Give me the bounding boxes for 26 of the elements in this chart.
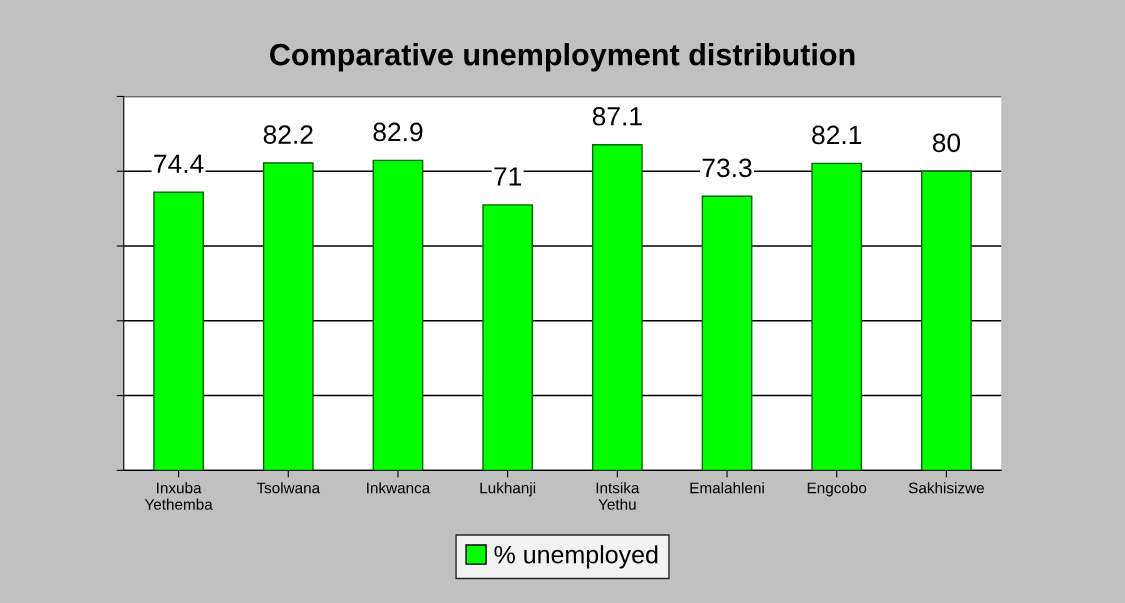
- bar: [701, 195, 753, 471]
- legend-label: % unemployed: [494, 545, 658, 569]
- bar: [482, 204, 534, 471]
- data-label: 74.4: [154, 154, 204, 173]
- data-label: 82.9: [373, 122, 423, 142]
- data-label: 73.3: [702, 158, 752, 178]
- x-tick-label: Engcobo: [807, 482, 867, 497]
- bar: [811, 162, 863, 471]
- data-label: 82.1: [812, 125, 862, 145]
- x-tick-label: Intsika Yethu: [596, 482, 640, 510]
- x-tick-label: Tsolwana: [256, 482, 321, 494]
- bar: [262, 162, 314, 471]
- bar: [372, 159, 424, 471]
- chart-title: Comparative unemployment distribution: [270, 43, 855, 72]
- data-label: 80: [932, 133, 961, 153]
- data-label: 82.2: [263, 125, 313, 144]
- x-tick-label: Emalahleni: [690, 482, 764, 494]
- bar: [591, 144, 643, 471]
- x-tick-label: Inxuba Yethemba: [144, 482, 213, 510]
- data-label: 87.1: [592, 106, 642, 126]
- x-tick-label: Sakhisizwe: [908, 482, 984, 494]
- x-tick-label: Inkwanca: [367, 482, 431, 494]
- bar: [153, 191, 204, 471]
- x-tick-label: Lukhanji: [480, 482, 536, 497]
- bar: [921, 170, 972, 471]
- data-label: 71: [494, 167, 522, 186]
